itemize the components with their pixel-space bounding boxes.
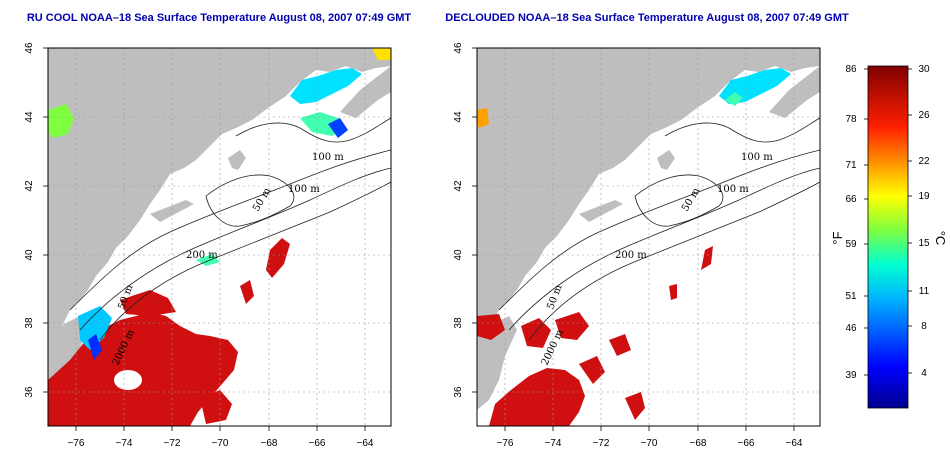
long-island <box>579 200 623 222</box>
latitude-tick-label: 38 <box>24 317 35 329</box>
fahrenheit-label: °F <box>830 231 845 244</box>
celsius-label: °C <box>933 231 948 246</box>
lat-lon-grid <box>48 48 391 426</box>
contour-label: 100 m <box>288 184 320 195</box>
fahrenheit-tick-label: 39 <box>845 370 857 381</box>
celsius-tick-label: 15 <box>918 238 930 249</box>
nova-scotia-land <box>340 66 391 118</box>
longitude-tick-label: −70 <box>212 438 229 449</box>
longitude-tick-label: −76 <box>68 438 85 449</box>
fahrenheit-tick-label: 86 <box>845 64 857 75</box>
longitude-tick-label: −76 <box>497 438 514 449</box>
contour-label: 200 m <box>615 250 647 261</box>
longitude-tick-label: −68 <box>690 438 707 449</box>
cool-water <box>719 68 791 106</box>
bathymetry-contours <box>498 117 820 341</box>
delmarva-land <box>477 316 517 410</box>
contour-label: 100 m <box>717 184 749 195</box>
map-frame <box>476 47 821 427</box>
latitude-tick-label: 36 <box>24 386 35 398</box>
celsius-tick-label: 30 <box>918 64 930 75</box>
bathymetry-contours <box>69 117 391 341</box>
colorbar-scale <box>867 65 909 409</box>
map-frame <box>47 47 392 427</box>
longitude-tick-label: −72 <box>164 438 181 449</box>
fahrenheit-tick-label: 46 <box>845 323 857 334</box>
cape-cod <box>228 150 246 170</box>
fahrenheit-tick-label: 71 <box>845 160 857 171</box>
latitude-tick-label: 46 <box>24 42 35 54</box>
nova-scotia-land <box>769 66 820 118</box>
fahrenheit-tick-label: 51 <box>845 291 857 302</box>
latitude-tick-label: 42 <box>24 180 35 192</box>
contour-label: 100 m <box>312 152 344 163</box>
celsius-tick-label: 4 <box>921 368 927 379</box>
latitude-tick-label: 40 <box>453 249 464 261</box>
latitude-tick-label: 44 <box>453 111 464 123</box>
warm-water <box>477 108 713 426</box>
land-mass <box>477 48 820 340</box>
latitude-tick-label: 46 <box>453 42 464 54</box>
celsius-tick-label: 19 <box>918 191 930 202</box>
latitude-tick-label: 40 <box>24 249 35 261</box>
longitude-tick-label: −74 <box>545 438 562 449</box>
long-island <box>150 200 194 222</box>
colorbar-ticks: 86 78 71 66 59 51 46 39 30 26 22 19 15 11 8 4 <box>845 64 930 381</box>
fahrenheit-tick-label: 59 <box>845 239 857 250</box>
celsius-tick-label: 11 <box>919 286 930 297</box>
longitude-tick-label: −64 <box>357 438 374 449</box>
longitude-tick-label: −64 <box>786 438 803 449</box>
longitude-tick-label: −74 <box>116 438 133 449</box>
contour-label: 100 m <box>741 152 773 163</box>
latitude-tick-label: 38 <box>453 317 464 329</box>
map-panel-raw: RU COOL NOAA–18 Sea Surface Temperature … <box>24 12 411 449</box>
cool-water <box>48 48 391 360</box>
latitude-tick-label: 44 <box>24 111 35 123</box>
map-panel-declouded: DECLOUDED NOAA–18 Sea Surface Temperatur… <box>445 12 849 449</box>
map-axes: −76 −74 −72 −70 −68 −66 −64 46 44 42 40 38 36 <box>24 42 374 449</box>
cape-cod <box>657 150 675 170</box>
latitude-tick-label: 42 <box>453 180 464 192</box>
celsius-tick-label: 26 <box>918 110 930 121</box>
cloud-patch <box>114 370 142 390</box>
longitude-tick-label: −66 <box>309 438 326 449</box>
celsius-tick-label: 8 <box>921 321 927 332</box>
lat-lon-grid <box>477 48 820 426</box>
longitude-tick-label: −68 <box>261 438 278 449</box>
longitude-tick-label: −70 <box>641 438 658 449</box>
contour-label: 200 m <box>186 250 218 261</box>
longitude-tick-label: −72 <box>593 438 610 449</box>
map-title: RU COOL NOAA–18 Sea Surface Temperature … <box>27 12 412 24</box>
longitude-tick-label: −66 <box>738 438 755 449</box>
latitude-tick-label: 36 <box>453 386 464 398</box>
map-title: DECLOUDED NOAA–18 Sea Surface Temperatur… <box>445 12 849 24</box>
fahrenheit-tick-label: 66 <box>845 194 857 205</box>
map-axes: −76 −74 −72 −70 −68 −66 −64 46 44 42 40 38 36 <box>453 42 803 449</box>
celsius-tick-label: 22 <box>918 156 930 167</box>
fahrenheit-tick-label: 78 <box>845 114 857 125</box>
colorbar: 86 78 71 66 59 51 46 39 30 26 22 19 15 11 8 4 °F °C <box>830 64 948 409</box>
land-mass <box>48 48 391 340</box>
